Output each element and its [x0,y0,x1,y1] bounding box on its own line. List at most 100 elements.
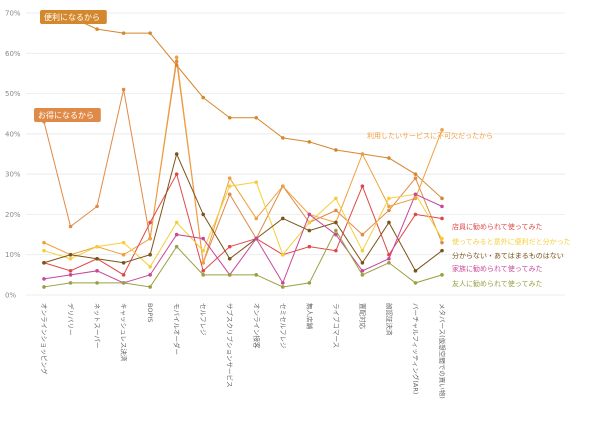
series-lines [43,12,443,288]
series-line [43,229,443,288]
x-category-label: デリバリー [67,303,76,336]
data-point [440,196,444,201]
data-point [42,240,46,245]
data-point [387,220,391,225]
data-point [307,220,312,225]
series-label: 使ってみると意外に便利だと分かった [452,237,571,246]
data-point [413,212,418,217]
x-category-label: ネットスーパー [93,303,101,348]
y-axis-ticks: 0% 10% 20% 30% 40% 50% 60% 70% [5,10,21,300]
data-point [121,240,126,245]
data-point [174,172,179,176]
data-point [360,152,365,156]
x-category-label: セミセルフレジ [279,303,287,349]
data-point [42,285,46,289]
data-point [281,216,285,221]
data-point [95,27,99,31]
data-point [174,152,179,156]
series-label: 分からない・あてはまるものはない [452,251,564,260]
data-point [201,212,205,217]
data-point [68,269,73,273]
data-point [148,220,152,225]
series-tag-background [34,108,101,122]
data-point [360,232,365,237]
data-point [148,236,152,241]
data-point [201,95,205,100]
data-point [413,281,418,285]
y-tick-label: 60% [5,50,21,58]
series-line [43,152,443,272]
data-point [68,252,73,257]
data-point [360,248,365,253]
data-point [360,269,365,273]
data-point [68,224,73,229]
y-tick-label: 0% [5,292,16,300]
data-point [334,228,338,233]
y-tick-label: 40% [5,130,21,138]
data-point [334,248,338,253]
data-point [307,212,312,217]
y-tick-label: 20% [5,211,21,219]
series-tag-label: 便利になるから [44,12,100,22]
data-point [201,248,205,253]
series-tag-label: お得になるから [38,110,94,120]
data-point [174,232,179,237]
data-point [227,256,232,261]
data-point [413,269,418,273]
data-point [95,244,99,249]
data-point [281,184,285,189]
series-label: 店員に勧められて使ってみた [452,222,542,231]
data-point [227,184,232,189]
data-point [121,31,126,35]
data-point [201,260,205,265]
data-point [360,184,365,189]
data-point [68,273,73,277]
data-point [440,236,444,241]
data-point [148,31,152,35]
data-point [95,281,99,285]
y-tick-label: 30% [5,171,21,179]
x-category-label: オンラインショッピング [40,303,49,375]
data-point [95,256,99,261]
data-point [148,265,152,269]
data-point [387,260,391,265]
data-point [42,277,46,281]
x-category-label: バーチャルフィッティング(AR) [411,303,420,394]
x-category-label: 置配対応 [358,303,367,330]
data-point [174,220,179,225]
series-points [42,11,444,289]
data-point [334,148,338,152]
x-category-label: メタバース(仮想空間での買い物) [438,303,447,399]
series-line [43,193,443,285]
data-point [307,140,312,144]
x-category-label: サブスクリプションサービス [226,303,235,388]
data-point [121,281,126,285]
data-point [440,216,444,221]
data-point [307,228,312,233]
data-point [174,63,179,68]
series-line [43,12,443,199]
data-point [42,248,46,253]
x-category-label: 無人店舗 [305,303,314,330]
data-point [413,172,418,176]
data-point [227,176,232,180]
data-point [387,204,391,209]
data-point [440,128,444,132]
data-point [174,59,179,64]
data-point [121,252,126,257]
data-point [334,220,338,225]
data-point [121,260,126,265]
data-point [95,269,99,273]
data-point [121,273,126,277]
data-point [121,87,126,92]
data-point [387,256,391,261]
x-category-label: BOPIS [146,303,154,322]
x-category-label: キャッシュレス決済 [120,303,129,362]
data-point [227,244,232,249]
data-point [281,285,285,289]
series-labels: 便利になるからお得になるから利用したいサービスに不可欠だったから店員に勧められて… [34,10,571,288]
data-point [387,252,391,257]
data-point [254,236,259,241]
data-point [440,240,444,245]
